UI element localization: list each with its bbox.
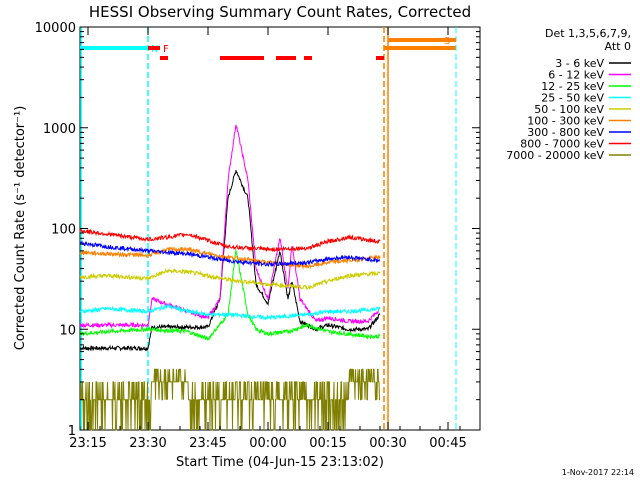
legend-label-3: 25 - 50 keV xyxy=(541,92,604,105)
series-line-3 xyxy=(79,303,381,321)
legend-label-2: 12 - 25 keV xyxy=(541,80,604,93)
y-tick-label: 1000 xyxy=(43,122,76,137)
y-tick-label: 1 xyxy=(68,424,76,439)
series-layer xyxy=(79,124,381,431)
legend-label-0: 3 - 6 keV xyxy=(555,57,604,70)
legend-label-5: 100 - 300 keV xyxy=(527,115,604,128)
series-line-4 xyxy=(79,268,381,291)
x-axis-label: Start Time (04-Jun-15 23:13:02) xyxy=(176,455,384,470)
series-line-1 xyxy=(79,124,381,329)
series-line-5 xyxy=(79,245,381,270)
x-tick-label: 00:00 xyxy=(249,436,286,451)
series-line-6 xyxy=(79,240,381,268)
legend-header-2: Att 0 xyxy=(605,40,631,53)
x-tick-label: 00:45 xyxy=(429,436,466,451)
series-line-8 xyxy=(80,368,380,431)
y-tick-label: 10000 xyxy=(35,21,76,36)
legend-header-1: Det 1,3,5,6,7,9, xyxy=(545,27,631,40)
x-tick-label: 23:15 xyxy=(69,436,106,451)
x-tick-label: 23:30 xyxy=(129,436,166,451)
y-tick-label: 10 xyxy=(59,323,76,338)
y-tick-label: 100 xyxy=(51,223,76,238)
series-line-0 xyxy=(79,170,381,352)
y-axis-label: Corrected Count Rate (s⁻¹ detector⁻¹) xyxy=(13,106,28,351)
overlay-layer: NFS xyxy=(80,27,457,430)
legend-label-8: 7000 - 20000 keV xyxy=(506,149,604,162)
series-line-7 xyxy=(79,228,381,253)
series-line-2 xyxy=(79,249,381,341)
legend-label-1: 6 - 12 keV xyxy=(548,69,604,82)
legend-label-6: 300 - 800 keV xyxy=(527,126,604,139)
plot-frame xyxy=(79,26,481,431)
flag-label-1: F xyxy=(163,44,169,55)
x-tick-label: 00:30 xyxy=(369,436,406,451)
x-tick-label: 23:45 xyxy=(189,436,226,451)
x-tick-label: 00:15 xyxy=(309,436,346,451)
timestamp: 1-Nov-2017 22:14 xyxy=(562,468,634,477)
legend-label-4: 50 - 100 keV xyxy=(534,103,604,116)
legend-label-7: 800 - 7000 keV xyxy=(520,138,604,151)
chart-title: HESSI Observing Summary Count Rates, Cor… xyxy=(89,3,471,21)
tick-layer: 23:15 23:30 23:45 00:00 00:15 00:30 00:45 1 10 10… xyxy=(35,21,481,451)
